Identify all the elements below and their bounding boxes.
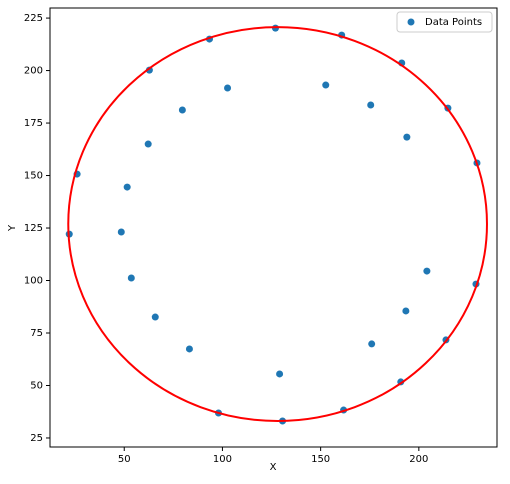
legend-marker (407, 18, 415, 26)
y-tick-label: 200 (24, 66, 43, 77)
data-point (185, 345, 193, 353)
fit-curve (67, 26, 488, 422)
y-tick-label: 225 (24, 13, 43, 24)
data-point (367, 101, 375, 109)
y-tick-label: 150 (24, 171, 43, 182)
data-point (402, 307, 410, 315)
data-point (423, 267, 431, 275)
data-point (224, 84, 232, 92)
x-axis-label: X (270, 462, 277, 473)
y-tick-label: 75 (30, 328, 43, 339)
plot-frame (49, 7, 498, 448)
data-point (151, 313, 159, 321)
x-tick-label: 100 (213, 454, 232, 465)
data-point (403, 133, 411, 141)
y-tick-label: 125 (24, 223, 43, 234)
x-tick-label: 200 (409, 454, 428, 465)
data-point (127, 274, 135, 282)
data-point (117, 228, 125, 236)
data-point (144, 140, 152, 148)
y-tick-label: 175 (24, 118, 43, 129)
y-tick-label: 50 (30, 380, 43, 391)
y-tick-label: 100 (24, 276, 43, 287)
y-tick-label: 25 (30, 433, 43, 444)
data-point (276, 370, 284, 378)
data-point (178, 106, 186, 114)
x-tick-label: 50 (118, 454, 131, 465)
x-tick-label: 150 (311, 454, 330, 465)
data-point (271, 24, 279, 32)
data-point (123, 183, 131, 191)
data-point (322, 81, 330, 89)
y-axis-label: Y (7, 224, 18, 232)
legend-box (396, 11, 493, 33)
data-point (368, 340, 376, 348)
legend-label: Data Points (425, 17, 482, 28)
